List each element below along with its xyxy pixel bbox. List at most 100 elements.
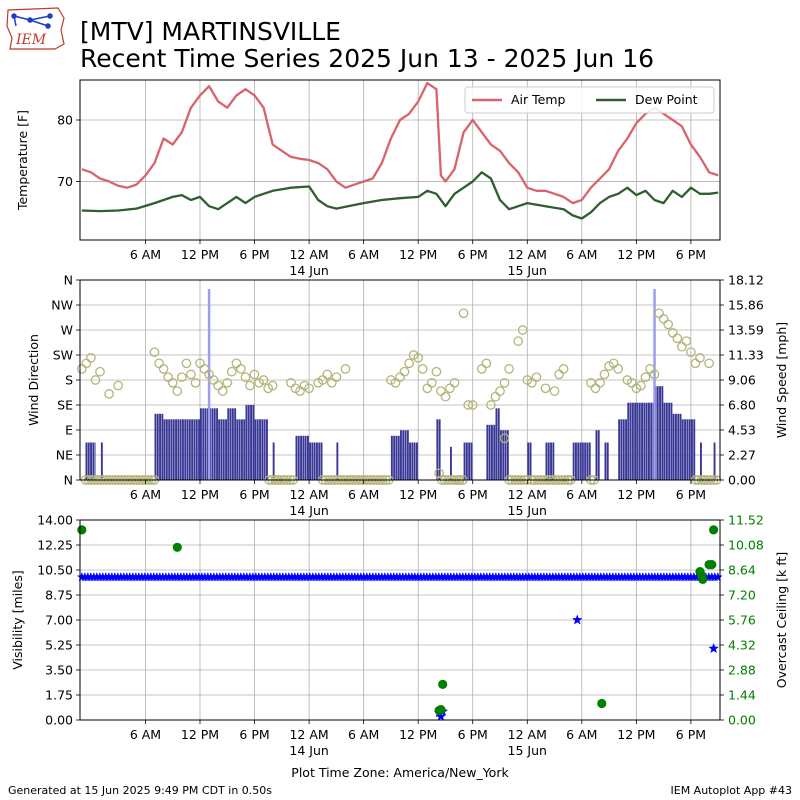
- wind-speed-bar: [672, 413, 675, 480]
- wind-direction-marker: [226, 366, 237, 377]
- wind-speed-bar: [213, 408, 216, 480]
- wind-direction-marker: [445, 383, 455, 394]
- ceiling-marker: [707, 560, 717, 570]
- wind-speed-bar: [463, 442, 466, 480]
- wind-speed-bar: [677, 413, 680, 480]
- wind-speed-bar: [241, 419, 243, 480]
- wind-speed-bar: [686, 419, 689, 480]
- x-tick-label: 6 PM: [458, 727, 488, 742]
- wind-direction-tick-label: NE: [56, 448, 73, 463]
- x-tick-label: 6 AM: [348, 247, 379, 262]
- wind-speed-bar: [586, 442, 589, 480]
- wind-speed-bar: [411, 442, 414, 480]
- wind-speed-bar: [629, 402, 632, 480]
- wind-speed-bar: [220, 419, 223, 480]
- wind-speed-bar: [545, 442, 548, 480]
- wind-direction-marker: [490, 391, 501, 402]
- wind-direction-marker: [217, 386, 228, 396]
- wind-direction-marker: [481, 358, 492, 369]
- wind-speed-bar: [236, 419, 239, 480]
- wind-speed-bar: [85, 442, 88, 480]
- wind-speed-bar: [595, 430, 598, 480]
- wind-direction-marker: [413, 352, 424, 363]
- wind-direction-tick-label: N: [64, 273, 73, 288]
- network-icon: [11, 13, 53, 29]
- wind-speed-bar: [211, 408, 214, 480]
- wind-speed-bar: [450, 446, 452, 480]
- temperature-axes-frame: [79, 79, 721, 241]
- wind-speed-bar: [304, 435, 307, 480]
- visibility-tick-label: 3.50: [45, 663, 73, 678]
- wind-speed-bar: [238, 419, 241, 480]
- wind-direction-marker: [436, 386, 446, 396]
- x-tick-label: 12 PM: [399, 727, 437, 742]
- wind-speed-bar: [234, 408, 237, 480]
- wind-direction-ticks: N NE E SE S SW W NW N: [51, 273, 80, 488]
- wind-speed-bar: [245, 404, 248, 480]
- wind-direction-axis-label: Wind Direction: [26, 334, 41, 426]
- wind-direction-marker: [304, 383, 314, 394]
- wind-speed-bar: [193, 419, 196, 480]
- visibility-marker: [708, 643, 719, 654]
- ceiling-marker: [77, 525, 87, 535]
- wind-speed-bar: [527, 442, 530, 480]
- wind-direction-marker: [645, 364, 655, 374]
- x-day-label: 15 Jun: [508, 263, 547, 278]
- wind-speed-tick-label: 15.86: [728, 298, 764, 313]
- wind-speed-bar: [500, 430, 502, 480]
- wind-speed-bar: [438, 419, 441, 480]
- wind-speed-ticks: 0.00 2.27 4.53 6.80 9.06 11.33 13.59 15.86 18.12: [720, 273, 764, 488]
- wind-speed-bar: [404, 430, 407, 480]
- wind-direction-marker: [249, 369, 260, 380]
- x-tick-label: 6 AM: [566, 487, 597, 502]
- wind-speed-bar: [177, 419, 180, 480]
- wind-speed-bar: [465, 442, 468, 480]
- visibility-baseline-marker: [712, 571, 723, 582]
- wind-speed-bar: [416, 442, 418, 480]
- wind-speed-bar: [529, 442, 532, 480]
- wind-speed-bar: [179, 419, 182, 480]
- wind-speed-bar: [218, 419, 221, 480]
- x-tick-label: 12 PM: [399, 247, 437, 262]
- temperature-y-ticks: 70 80: [57, 113, 80, 189]
- wind-direction-marker: [86, 352, 96, 363]
- wind-speed-bar: [170, 419, 173, 480]
- wind-speed-bar: [643, 402, 646, 480]
- wind-speed-bar: [184, 419, 187, 480]
- wind-direction-marker: [404, 358, 414, 369]
- wind-speed-bar: [336, 442, 339, 480]
- wind-speed-bar: [491, 424, 493, 480]
- visibility-axis-label: Visibility [miles]: [10, 570, 25, 669]
- generated-footer: Generated at 15 Jun 2025 9:49 PM CDT in …: [8, 784, 272, 797]
- temperature-series: [81, 81, 719, 220]
- wind-direction-marker: [434, 468, 444, 479]
- wind-direction-marker: [190, 377, 201, 388]
- wind-speed-bar: [579, 442, 582, 480]
- visibility-tick-label: 8.75: [45, 588, 73, 603]
- wind-speed-bar: [204, 408, 207, 480]
- wind-speed-bar: [320, 442, 323, 480]
- wind-speed-bar: [87, 442, 90, 480]
- wind-speed-bar: [634, 402, 637, 480]
- wind-direction-marker: [681, 336, 692, 346]
- wind-direction-marker: [245, 380, 255, 391]
- wind-speed-bar: [413, 442, 416, 480]
- wind-gust-lines: [207, 289, 656, 480]
- wind-speed-bar: [90, 442, 92, 480]
- wind-direction-marker: [499, 377, 510, 388]
- wind-direction-marker: [449, 377, 460, 388]
- wind-speed-bar: [100, 442, 103, 480]
- x-tick-label: 6 PM: [458, 487, 488, 502]
- wind-direction-marker: [154, 358, 164, 369]
- wind-speed-bar: [202, 408, 205, 480]
- x-tick-label: 6 AM: [130, 727, 161, 742]
- x-tick-label: 6 AM: [130, 247, 161, 262]
- x-axis-title: Plot Time Zone: America/New_York: [291, 765, 509, 780]
- wind-speed-tick-label: 9.06: [728, 373, 756, 388]
- wind-direction-marker: [167, 377, 178, 388]
- air-temp-line: [81, 81, 719, 205]
- wind-speed-bar: [297, 435, 300, 480]
- wind-speed-bar: [198, 419, 200, 480]
- x-day-label: 14 Jun: [289, 263, 328, 278]
- wind-speed-bar: [300, 435, 302, 480]
